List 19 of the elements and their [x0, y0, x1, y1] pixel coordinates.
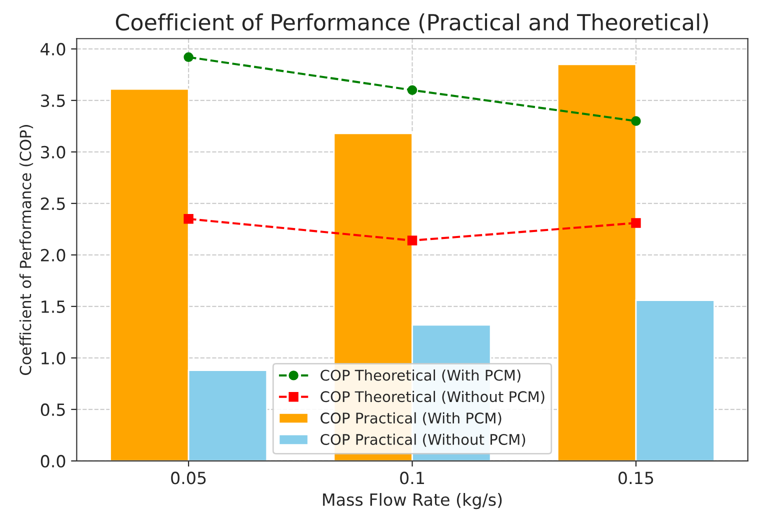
y-tick-label: 0.0	[40, 454, 66, 468]
y-tick-label: 3.5	[41, 94, 65, 107]
legend-label: COP Theoretical (Without PCM)	[320, 390, 544, 404]
x-tick-label: 0.1	[400, 472, 424, 484]
y-tick-label: 2.0	[41, 248, 66, 262]
x-tick-label: 0.15	[618, 472, 654, 484]
y-tick-label: 3.0	[41, 146, 66, 158]
legend-label: COP Theoretical (With PCM)	[320, 369, 520, 382]
y-tick-label: 2.5	[41, 197, 65, 210]
y-tick-label: 1.0	[42, 352, 66, 364]
chart-title: Coefficient of Performance (Practical and Theoretical)	[116, 13, 708, 34]
y-tick-label: 0.5	[40, 403, 65, 416]
legend-label: COP Practical (With PCM)	[320, 412, 502, 426]
x-axis-title: Mass Flow Rate (kg/s)	[323, 493, 502, 510]
x-tick-label: 0.05	[171, 472, 206, 484]
y-axis-title: Coefficient of Performance (COP)	[19, 125, 34, 375]
y-tick-label: 1.5	[42, 300, 65, 313]
legend-label: COP Practical (Without PCM)	[320, 434, 526, 447]
y-tick-label: 4.0	[40, 42, 66, 56]
